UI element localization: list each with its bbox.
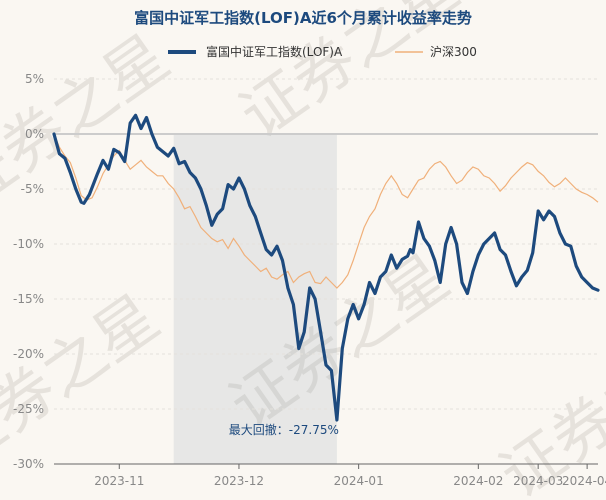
x-tick-layer: 2023-11 2023-12 2024-01 2024-02 2024-032024-…	[94, 464, 606, 488]
chart-title: 富国中证军工指数(LOF)A近6个月累计收益率走势	[134, 9, 472, 27]
y-tick-layer: 5% 0% -5% -10% -15% -20% -25% -30%	[13, 72, 44, 471]
y-tick-label: -25%	[13, 402, 44, 416]
x-tick-label: 2024-04	[562, 474, 606, 488]
legend-label-hs300: 沪深300	[430, 45, 477, 59]
x-tick-label: 2024-01	[334, 474, 384, 488]
watermark-text: 证券之星	[0, 280, 172, 482]
legend-label-fund: 富国中证军工指数(LOF)A	[206, 44, 343, 59]
y-tick-label: -20%	[13, 347, 44, 361]
y-tick-label: 5%	[25, 72, 44, 86]
watermark-text: 证券之星	[487, 310, 606, 500]
y-tick-label: 0%	[25, 127, 44, 141]
series-line-hs300	[53, 133, 599, 289]
x-tick-label: 2024-03	[513, 474, 563, 488]
series-line-fund	[52, 113, 600, 422]
y-tick-label: -30%	[13, 457, 44, 471]
x-tick-label: 2023-11	[94, 474, 144, 488]
y-tick-label: -10%	[13, 237, 44, 251]
y-tick-label: -15%	[13, 292, 44, 306]
max-drawdown-annotation: 最大回撤：-27.75%	[229, 422, 339, 437]
y-tick-label: -5%	[21, 182, 44, 196]
x-tick-label: 2024-02	[453, 474, 503, 488]
x-tick-label: 2023-12	[214, 474, 264, 488]
